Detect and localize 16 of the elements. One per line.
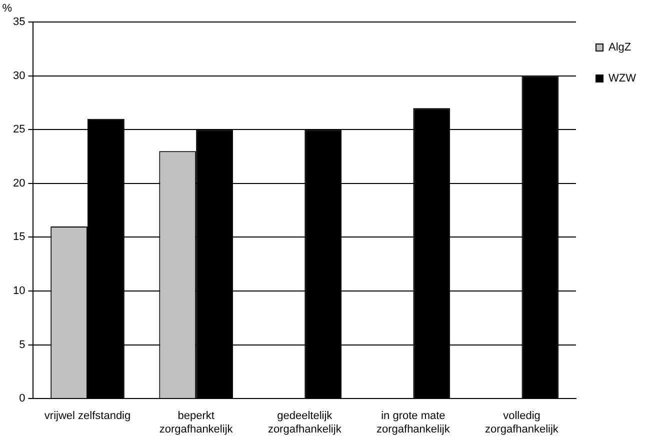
x-tick-label: vrijwel zelfstandig	[44, 410, 131, 422]
y-tick-label: 25	[12, 124, 26, 136]
legend-label: WZW	[608, 72, 637, 85]
x-tick-label: gedeeltelijk zorgafhankelijk	[268, 410, 342, 436]
y-tick-label: 30	[12, 70, 26, 82]
x-tick-label: in grote mate zorgafhankelijk	[376, 410, 450, 436]
x-tick-label: beperkt zorgafhankelijk	[159, 410, 234, 436]
y-tick-label: 15	[12, 231, 26, 244]
y-tick-label: 20	[12, 177, 26, 190]
y-tick-label: 35	[12, 16, 26, 28]
legend-label: AlgZ	[608, 42, 632, 54]
y-tick-label: 5	[19, 338, 26, 351]
y-axis-title: %	[2, 2, 12, 15]
y-tick-label: 10	[12, 285, 26, 298]
x-tick-label: volledig zorgafhankelijk	[485, 410, 559, 436]
y-tick-label: 0	[19, 392, 26, 405]
